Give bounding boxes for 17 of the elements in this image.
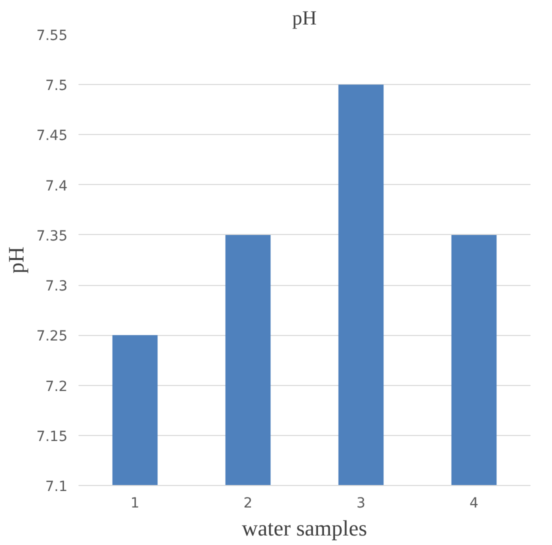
y-tick-label: 7.3 [45, 278, 68, 295]
x-tick-label: 4 [470, 496, 479, 512]
x-tick-label: 3 [356, 496, 366, 512]
x-axis-title: water samples [242, 516, 368, 540]
y-tick-label: 7.55 [36, 28, 68, 44]
y-tick-label: 7.4 [45, 178, 68, 194]
y-axis-title: pH [3, 246, 28, 274]
y-tick-label: 7.15 [36, 428, 68, 445]
chart-title: pH [292, 8, 317, 30]
y-tick-label: 7.5 [45, 78, 68, 94]
x-tick-label: 1 [130, 496, 140, 512]
y-tick-label: 7.35 [36, 228, 68, 244]
y-tick-label: 7.2 [45, 378, 68, 395]
y-tick-label: 7.25 [36, 328, 68, 345]
y-tick-label: 7.1 [45, 479, 68, 495]
x-tick-label: 2 [244, 496, 252, 512]
y-tick-label: 7.45 [36, 128, 68, 144]
